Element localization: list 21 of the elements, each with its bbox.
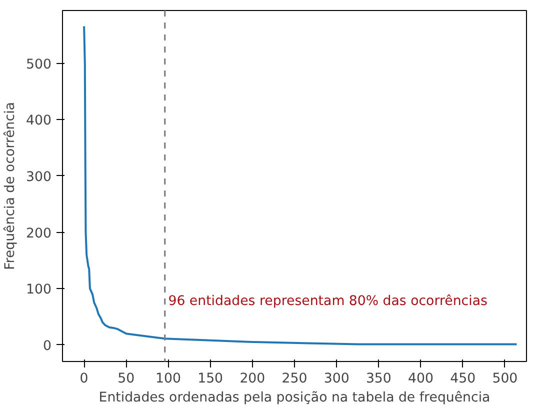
x-tick-label: 50 bbox=[118, 372, 135, 386]
x-tick-label: 150 bbox=[198, 372, 224, 386]
annotation: 96 entidades representam 80% das ocorrências bbox=[168, 294, 488, 309]
y-tick-label: 100 bbox=[26, 282, 52, 298]
x-tick-label: 450 bbox=[450, 372, 476, 386]
y-axis-title: Frequência de ocorrência bbox=[3, 102, 18, 270]
x-tick-label: 350 bbox=[366, 372, 392, 386]
x-tick-label: 250 bbox=[282, 372, 308, 386]
y-tick-label: 300 bbox=[26, 170, 52, 185]
line-series bbox=[83, 25, 518, 346]
x-tick-label: 200 bbox=[240, 372, 266, 386]
x-tick-label: 0 bbox=[80, 372, 88, 386]
y-tick-label: 400 bbox=[26, 114, 52, 129]
x-tick-label: 500 bbox=[492, 372, 518, 386]
x-tick-label: 100 bbox=[156, 372, 181, 386]
y-tick-label: 500 bbox=[26, 57, 52, 72]
x-axis-title: Entidades ordenadas pela posição na tabela de frequência bbox=[98, 390, 490, 406]
x-tick-label: 400 bbox=[408, 372, 434, 386]
y-tick-label: 0 bbox=[43, 338, 52, 354]
y-tick-label: 200 bbox=[26, 226, 52, 242]
x-tick-label: 300 bbox=[324, 372, 350, 386]
